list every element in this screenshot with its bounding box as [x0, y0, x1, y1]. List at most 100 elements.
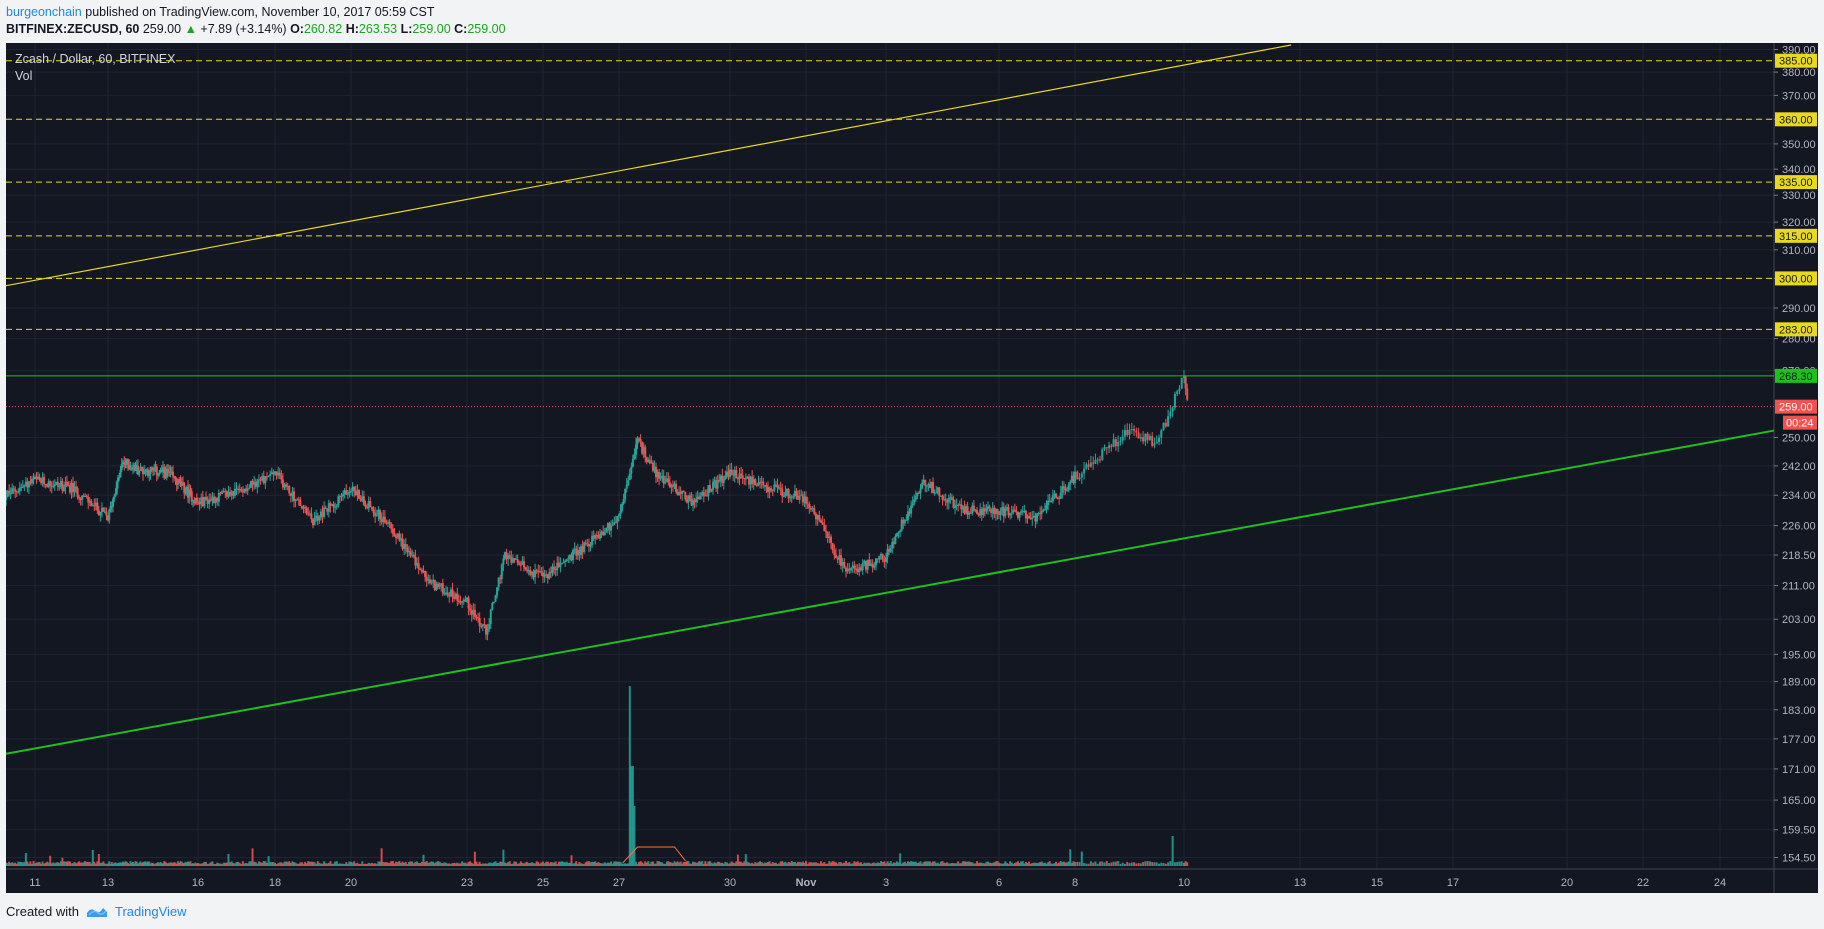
chart-pane[interactable]: 390.00380.00370.00360.00350.00340.00330.… — [0, 43, 1818, 893]
level-badge — [1775, 175, 1817, 190]
open-value: 260.82 — [303, 22, 343, 36]
candle-body — [1066, 490, 1069, 492]
volume-bar — [895, 861, 898, 866]
volume-bar — [716, 861, 719, 866]
candle-body — [1067, 484, 1070, 491]
candle-body — [676, 491, 679, 496]
candle-body — [1186, 388, 1189, 400]
volume-bar — [153, 863, 156, 866]
volume-bar — [930, 862, 933, 866]
volume-bar — [211, 861, 214, 866]
volume-bar — [46, 861, 49, 866]
volume-bar — [690, 863, 693, 866]
candle-body — [286, 486, 289, 488]
volume-bar — [722, 863, 725, 866]
candle-body — [205, 496, 208, 500]
candle-body — [477, 617, 480, 619]
candle-body — [1153, 443, 1156, 446]
volume-bar — [502, 849, 505, 866]
volume-bar — [825, 863, 827, 866]
author-link[interactable]: burgeonchain — [6, 5, 82, 19]
volume-bar — [337, 863, 340, 866]
volume-bar — [704, 861, 707, 866]
volume-bar — [269, 862, 272, 866]
volume-bar — [902, 862, 905, 866]
candle-body — [880, 554, 882, 556]
candle-body — [130, 468, 133, 470]
volume-bar — [639, 861, 642, 866]
volume-bar — [725, 862, 728, 866]
candle-body — [459, 601, 462, 603]
volume-bar — [233, 863, 236, 866]
volume-bar — [1018, 863, 1021, 866]
candle-body — [1062, 486, 1065, 489]
candle-body — [375, 514, 378, 516]
candle-body — [704, 495, 707, 497]
candle-body — [1015, 511, 1018, 513]
candle-body — [29, 481, 32, 484]
candle-body — [639, 439, 642, 442]
tradingview-brand-link[interactable]: TradingView — [114, 903, 187, 919]
candle-body — [551, 566, 554, 574]
candle-body — [251, 480, 254, 485]
candle-body — [603, 532, 606, 536]
candle-body — [933, 493, 936, 495]
candle-body — [705, 495, 708, 497]
volume-bar — [1029, 863, 1032, 866]
level-badge — [1775, 322, 1817, 337]
volume-bar — [644, 861, 647, 866]
price-chart[interactable]: 390.00380.00370.00360.00350.00340.00330.… — [0, 43, 1818, 893]
volume-bar — [773, 862, 776, 866]
candle-body — [781, 488, 784, 497]
volume-bar — [647, 861, 650, 866]
volume-bar — [145, 862, 148, 866]
low-value: 259.00 — [412, 22, 451, 36]
candle-body — [177, 479, 179, 485]
volume-bar — [534, 863, 537, 866]
candle-body — [174, 476, 177, 482]
volume-bar — [1013, 863, 1016, 866]
candle-body — [1032, 515, 1035, 518]
volume-bar — [205, 861, 208, 866]
candle-body — [195, 497, 198, 502]
volume-bar — [696, 862, 699, 866]
y-tick-label: 177.00 — [1782, 734, 1816, 746]
volume-bar — [327, 862, 330, 866]
volume-bar — [589, 862, 592, 866]
candle-body — [462, 599, 465, 602]
candle-body — [147, 469, 149, 476]
candle-body — [139, 466, 142, 471]
y-tick-label: 280.00 — [1782, 334, 1816, 346]
volume-bar — [891, 863, 894, 866]
candle-body — [1178, 388, 1181, 392]
candle-body — [655, 466, 657, 478]
volume-bar — [760, 862, 763, 866]
candle-body — [366, 506, 369, 509]
candle-body — [979, 509, 982, 516]
volume-bar — [20, 862, 23, 866]
volume-bar — [790, 861, 793, 866]
volume-bar — [576, 863, 579, 866]
candle-body — [163, 467, 166, 474]
candle-body — [170, 471, 173, 473]
candle-body — [409, 550, 412, 556]
volume-bar — [673, 861, 676, 866]
volume-bar — [433, 863, 436, 866]
candle-body — [789, 496, 792, 499]
volume-bar — [183, 863, 186, 866]
candle-body — [190, 491, 193, 502]
volume-bar — [642, 863, 645, 866]
candle-body — [49, 481, 52, 486]
candle-body — [738, 473, 741, 479]
volume-bar — [1173, 862, 1176, 866]
volume-bar — [55, 862, 58, 866]
candle-body — [160, 469, 163, 473]
candle-body — [903, 519, 906, 524]
candle-body — [478, 618, 481, 627]
volume-bar — [195, 863, 198, 866]
candle-body — [927, 484, 930, 486]
candle-body — [159, 469, 162, 473]
candle-body — [982, 508, 985, 516]
volume-bar — [500, 861, 503, 866]
candle-body — [925, 485, 928, 487]
